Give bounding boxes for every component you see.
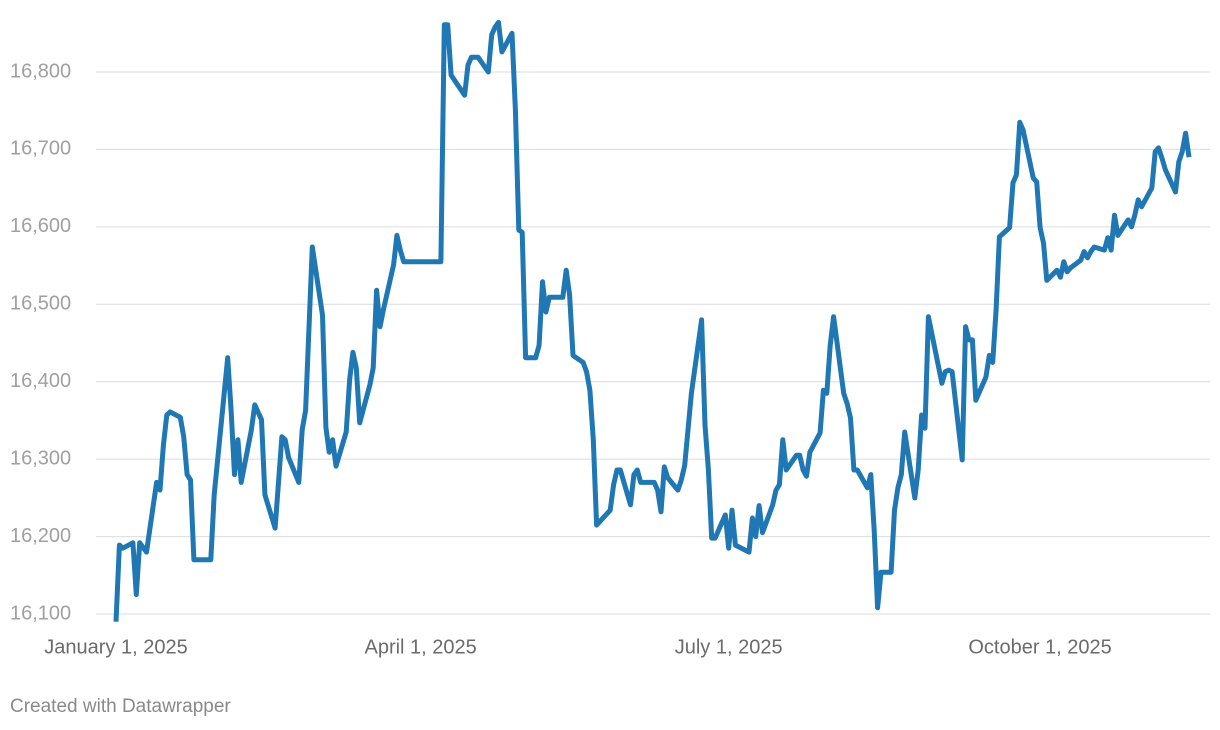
y-tick-label: 16,500 (10, 293, 71, 315)
y-tick-label: 16,300 (10, 447, 71, 469)
y-tick-label: 16,200 (10, 525, 71, 547)
x-tick-label: January 1, 2025 (44, 636, 187, 658)
x-tick-label: October 1, 2025 (968, 636, 1111, 658)
y-tick-label: 16,400 (10, 370, 71, 392)
y-tick-label: 16,800 (10, 60, 71, 82)
line (113, 19, 1192, 622)
x-tick-label: April 1, 2025 (364, 636, 476, 658)
footer: Created with Datawrapper (10, 696, 231, 717)
y-tick-label: 16,100 (10, 602, 71, 624)
y-tick-label: 16,600 (10, 215, 71, 237)
x-tick-label: July 1, 2025 (675, 636, 783, 658)
y-tick-label: 16,700 (10, 138, 71, 160)
